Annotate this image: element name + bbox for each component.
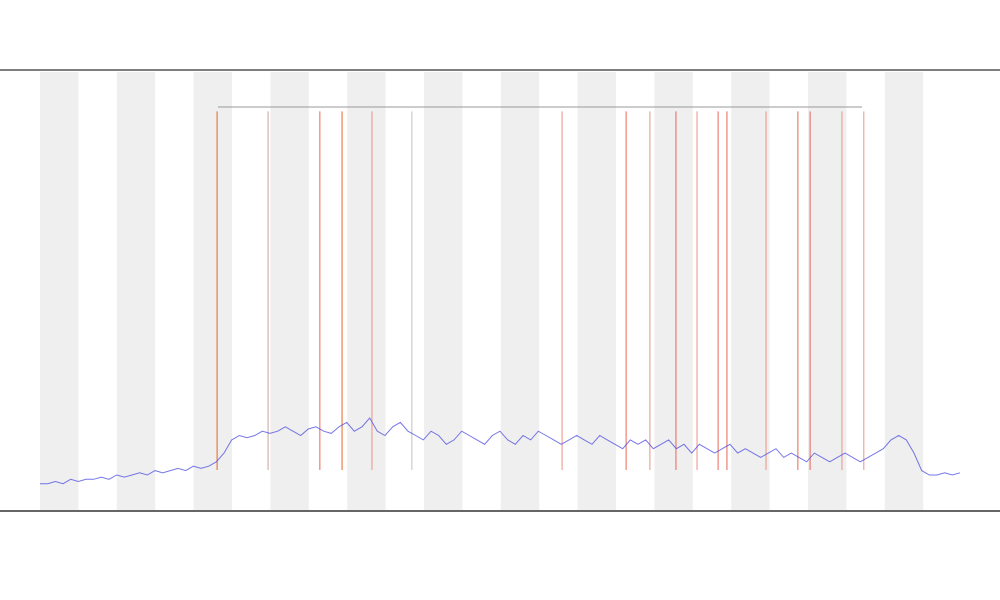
series-line xyxy=(40,417,961,485)
band xyxy=(731,72,770,510)
band xyxy=(424,72,463,510)
bands xyxy=(40,72,924,510)
band xyxy=(808,72,847,510)
band xyxy=(270,72,309,510)
band xyxy=(654,72,693,510)
band xyxy=(116,72,156,510)
band xyxy=(500,72,540,510)
band xyxy=(347,72,386,510)
band xyxy=(40,72,79,510)
band xyxy=(193,72,232,510)
band xyxy=(884,72,924,510)
band xyxy=(577,72,616,510)
